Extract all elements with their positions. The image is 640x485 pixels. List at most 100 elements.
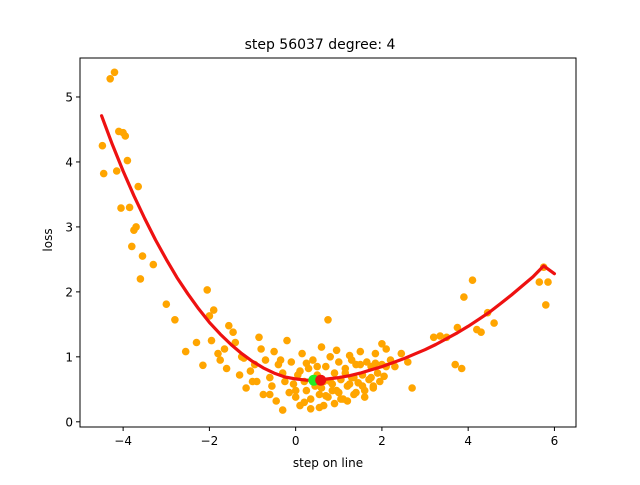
data-point (285, 388, 294, 397)
data-point (106, 75, 114, 83)
data-point (231, 338, 240, 347)
data-point (117, 204, 125, 212)
data-point (300, 398, 309, 407)
data-point (371, 359, 380, 368)
data-point (436, 332, 444, 340)
data-point (378, 340, 386, 348)
data-point (134, 182, 142, 191)
data-point (291, 393, 300, 401)
data-point (457, 364, 466, 373)
data-point (360, 393, 369, 401)
data-point (207, 336, 216, 345)
data-point (225, 321, 233, 330)
data-point (317, 384, 326, 392)
data-point (429, 333, 438, 342)
data-point (255, 333, 263, 342)
data-point (306, 405, 315, 413)
data-point (451, 360, 460, 369)
axes: −4 −2 0 2 4 6 0 1 2 3 4 5 (65, 57, 577, 448)
data-point (281, 377, 289, 386)
data-point (268, 382, 276, 390)
x-tick-label: 4 (464, 434, 472, 448)
data-point (98, 141, 107, 150)
data-point (216, 356, 224, 364)
data-point (296, 367, 304, 375)
data-point (376, 377, 384, 386)
data-point (371, 349, 380, 358)
x-tick-label: 0 (292, 434, 300, 448)
data-point (358, 382, 367, 390)
data-point (220, 345, 229, 353)
data-point (138, 252, 147, 260)
data-point (317, 343, 326, 351)
data-point (408, 384, 416, 392)
data-point (261, 356, 270, 364)
data-point (328, 386, 337, 395)
data-point (229, 328, 237, 337)
data-point (347, 356, 356, 364)
data-point (209, 306, 218, 314)
data-point (352, 388, 360, 397)
data-point (332, 346, 341, 355)
y-tick-label: 5 (65, 90, 73, 104)
data-point (287, 358, 296, 366)
data-point (326, 353, 335, 361)
y-tick-label: 0 (65, 415, 73, 429)
data-point (460, 293, 468, 301)
data-point (110, 68, 119, 77)
x-tick-label: −4 (114, 434, 132, 448)
data-point (248, 377, 257, 386)
data-point (298, 349, 306, 358)
axes-frame (79, 57, 577, 428)
data-point (330, 399, 339, 408)
data-point (203, 286, 211, 294)
data-point (345, 380, 354, 388)
data-point (278, 406, 287, 414)
data-point (542, 301, 550, 309)
data-point (309, 356, 317, 364)
data-point (315, 390, 324, 399)
data-point (235, 371, 244, 379)
data-point (322, 362, 330, 371)
data-point (149, 260, 158, 269)
data-point (544, 278, 552, 286)
data-point (343, 397, 352, 405)
data-point (468, 276, 477, 285)
data-point (313, 362, 322, 371)
data-point (382, 345, 391, 353)
data-point (199, 361, 207, 370)
data-point (289, 380, 298, 388)
plot-area (98, 68, 556, 414)
data-point (380, 372, 388, 381)
data-point (121, 132, 130, 140)
data-point (257, 345, 265, 353)
data-point (397, 349, 406, 358)
data-point (356, 347, 365, 356)
data-point (356, 360, 365, 369)
data-point (112, 167, 121, 175)
data-point (330, 369, 339, 377)
data-point (192, 338, 201, 347)
data-point (391, 362, 399, 371)
data-point (306, 395, 315, 403)
data-point (266, 373, 274, 382)
data-point (222, 364, 231, 373)
data-point (283, 336, 291, 345)
data-point (128, 242, 136, 251)
fit-curve (100, 114, 556, 382)
data-point (181, 347, 190, 356)
x-tick-label: 2 (378, 434, 386, 448)
data-point (335, 358, 343, 366)
data-point (291, 386, 300, 395)
data-point (477, 328, 485, 337)
data-point (404, 358, 412, 366)
data-point (246, 367, 255, 375)
data-point (535, 278, 544, 286)
data-point (266, 390, 274, 399)
data-point (369, 382, 378, 390)
y-tick-label: 2 (65, 285, 73, 299)
data-point (324, 316, 332, 324)
data-point (214, 349, 222, 358)
data-point (123, 156, 132, 165)
